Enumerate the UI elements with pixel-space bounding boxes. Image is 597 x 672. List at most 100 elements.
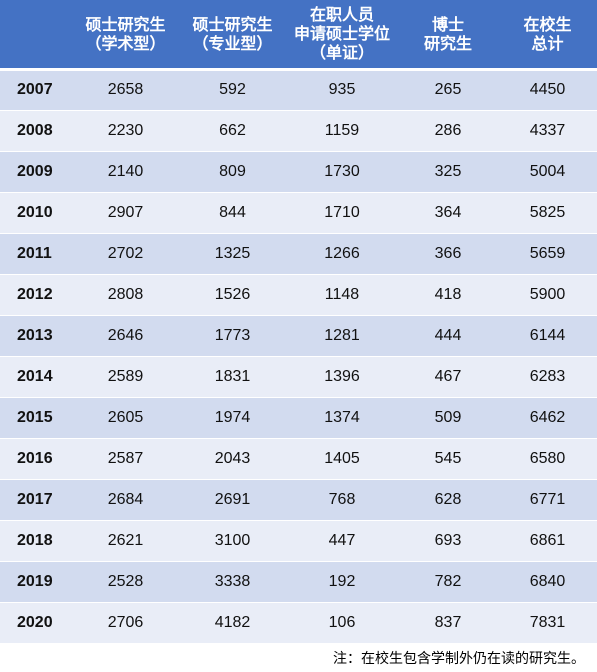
header-line: 总计 [531, 33, 564, 53]
header-line: 博士 [431, 14, 464, 34]
doctoral-cell: 509 [398, 397, 498, 439]
table-row: 2011 2702 1325 1266 366 5659 [0, 233, 597, 275]
total-cell: 7831 [498, 602, 597, 644]
total-cell: 5825 [498, 192, 597, 234]
year-cell: 2008 [0, 110, 72, 152]
in-service-cell: 1159 [286, 110, 398, 152]
header-line: （专业型） [192, 33, 273, 53]
total-cell: 4450 [498, 69, 597, 111]
table-row: 2007 2658 592 935 265 4450 [0, 69, 597, 111]
in-service-cell: 447 [286, 520, 398, 562]
total-cell: 6283 [498, 356, 597, 398]
doctoral-cell: 366 [398, 233, 498, 275]
master-professional-cell: 1325 [179, 233, 286, 275]
master-academic-cell: 2907 [72, 192, 179, 234]
in-service-cell: 1710 [286, 192, 398, 234]
total-cell: 5004 [498, 151, 597, 193]
master-professional-cell: 592 [179, 69, 286, 111]
header-cell-doctoral: 博士 研究生 [398, 0, 498, 71]
year-cell: 2015 [0, 397, 72, 439]
in-service-cell: 106 [286, 602, 398, 644]
master-professional-cell: 662 [179, 110, 286, 152]
table-row: 2020 2706 4182 106 837 7831 [0, 602, 597, 644]
header-line: 在校生 [523, 14, 572, 34]
in-service-cell: 1266 [286, 233, 398, 275]
doctoral-cell: 545 [398, 438, 498, 480]
table-row: 2014 2589 1831 1396 467 6283 [0, 356, 597, 398]
doctoral-cell: 782 [398, 561, 498, 603]
header-line: （单证） [309, 43, 374, 63]
master-academic-cell: 2528 [72, 561, 179, 603]
header-line: 硕士研究生 [192, 14, 273, 34]
in-service-cell: 1374 [286, 397, 398, 439]
master-academic-cell: 2230 [72, 110, 179, 152]
master-academic-cell: 2702 [72, 233, 179, 275]
year-cell: 2019 [0, 561, 72, 603]
master-professional-cell: 844 [179, 192, 286, 234]
in-service-cell: 1148 [286, 274, 398, 316]
doctoral-cell: 837 [398, 602, 498, 644]
header-line: 申请硕士学位 [293, 24, 390, 44]
total-cell: 6580 [498, 438, 597, 480]
master-professional-cell: 1831 [179, 356, 286, 398]
master-professional-cell: 3338 [179, 561, 286, 603]
table-row: 2017 2684 2691 768 628 6771 [0, 479, 597, 521]
table-body: 2007 2658 592 935 265 4450 2008 2230 662 1159 286 4… [0, 69, 597, 644]
table-row: 2016 2587 2043 1405 545 6580 [0, 438, 597, 480]
total-cell: 5900 [498, 274, 597, 316]
year-cell: 2018 [0, 520, 72, 562]
doctoral-cell: 628 [398, 479, 498, 521]
header-line: 硕士研究生 [85, 14, 166, 34]
table-row: 2015 2605 1974 1374 509 6462 [0, 397, 597, 439]
master-professional-cell: 1974 [179, 397, 286, 439]
total-cell: 6861 [498, 520, 597, 562]
master-academic-cell: 2587 [72, 438, 179, 480]
doctoral-cell: 325 [398, 151, 498, 193]
master-professional-cell: 2043 [179, 438, 286, 480]
table-row: 2009 2140 809 1730 325 5004 [0, 151, 597, 193]
doctoral-cell: 364 [398, 192, 498, 234]
total-cell: 5659 [498, 233, 597, 275]
year-cell: 2011 [0, 233, 72, 275]
in-service-cell: 1281 [286, 315, 398, 357]
master-professional-cell: 1773 [179, 315, 286, 357]
header-cell-master-academic: 硕士研究生 （学术型） [72, 0, 179, 71]
table-footnote: 注：在校生包含学制外仍在读的研究生。 [333, 651, 585, 667]
doctoral-cell: 265 [398, 69, 498, 111]
doctoral-cell: 418 [398, 274, 498, 316]
in-service-cell: 1730 [286, 151, 398, 193]
master-academic-cell: 2658 [72, 69, 179, 111]
year-cell: 2012 [0, 274, 72, 316]
table-row: 2019 2528 3338 192 782 6840 [0, 561, 597, 603]
header-line: 在职人员 [309, 5, 374, 25]
master-academic-cell: 2808 [72, 274, 179, 316]
master-professional-cell: 2691 [179, 479, 286, 521]
doctoral-cell: 467 [398, 356, 498, 398]
master-academic-cell: 2589 [72, 356, 179, 398]
doctoral-cell: 286 [398, 110, 498, 152]
total-cell: 6771 [498, 479, 597, 521]
in-service-cell: 192 [286, 561, 398, 603]
in-service-cell: 1396 [286, 356, 398, 398]
doctoral-cell: 444 [398, 315, 498, 357]
master-academic-cell: 2621 [72, 520, 179, 562]
master-professional-cell: 3100 [179, 520, 286, 562]
table-row: 2012 2808 1526 1148 418 5900 [0, 274, 597, 316]
master-professional-cell: 4182 [179, 602, 286, 644]
year-cell: 2013 [0, 315, 72, 357]
master-professional-cell: 809 [179, 151, 286, 193]
header-line: （学术型） [85, 33, 166, 53]
total-cell: 6144 [498, 315, 597, 357]
master-academic-cell: 2706 [72, 602, 179, 644]
in-service-cell: 768 [286, 479, 398, 521]
table-row: 2013 2646 1773 1281 444 6144 [0, 315, 597, 357]
table-row: 2010 2907 844 1710 364 5825 [0, 192, 597, 234]
year-cell: 2010 [0, 192, 72, 234]
total-cell: 4337 [498, 110, 597, 152]
master-academic-cell: 2684 [72, 479, 179, 521]
year-cell: 2020 [0, 602, 72, 644]
header-cell-in-service: 在职人员 申请硕士学位 （单证） [286, 0, 398, 71]
enrollment-table: 硕士研究生 （学术型） 硕士研究生 （专业型） 在职人员 申请硕士学位 （单证）… [0, 0, 597, 644]
year-cell: 2007 [0, 69, 72, 111]
master-academic-cell: 2605 [72, 397, 179, 439]
